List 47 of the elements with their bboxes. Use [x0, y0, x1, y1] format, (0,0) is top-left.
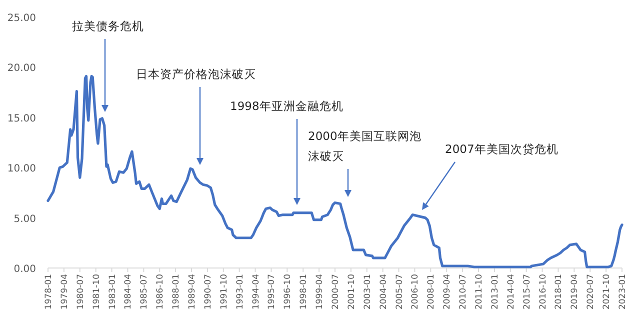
x-tick-label: 2013-01	[490, 274, 500, 310]
x-tick-label: 2018-01	[554, 274, 564, 310]
x-tick-label: 2009-04	[442, 274, 453, 310]
y-tick-label: 20.00	[7, 63, 36, 74]
x-tick-label: 1984-04	[124, 274, 134, 310]
annotation: 2007年美国次贷危机	[445, 142, 558, 156]
annotation: 2000年美国互联网泡沫破灭	[308, 129, 422, 197]
x-tick-label: 2011-10	[474, 274, 484, 310]
x-tick-label: 2003-01	[362, 274, 373, 310]
x-tick-label: 2001-10	[346, 274, 357, 310]
x-tick-label: 2006-10	[410, 274, 421, 310]
x-tick-label: 1986-10	[156, 274, 166, 310]
x-tick-label: 1995-07	[267, 274, 278, 310]
y-tick-label: 0.00	[14, 264, 36, 275]
x-tick-label: 1989-04	[188, 274, 198, 310]
x-tick-label: 2020-07	[586, 274, 596, 310]
x-tick-label: 1988-01	[172, 274, 182, 310]
x-tick-label: 1983-01	[108, 274, 118, 310]
x-tick-label: 2005-07	[394, 274, 405, 310]
x-tick-label: 1979-04	[60, 274, 70, 310]
x-tick-label: 1978-01	[44, 274, 54, 310]
x-tick-label: 2021-10	[602, 274, 612, 310]
x-tick-label: 1985-07	[140, 274, 150, 310]
x-tick-label: 1991-10	[219, 274, 230, 310]
x-tick-label: 2004-04	[378, 274, 389, 310]
x-tick-label: 1990-07	[203, 274, 214, 310]
x-tick-label: 2000-07	[331, 274, 341, 310]
x-tick-label: 1993-01	[235, 274, 246, 310]
x-tick-label: 2010-07	[458, 274, 469, 310]
annotation: 2007年美国次贷危机	[422, 142, 558, 210]
x-tick-label: 2023-01	[618, 274, 628, 310]
y-tick-label: 10.00	[7, 164, 36, 175]
x-tick-label: 1980-07	[76, 274, 86, 310]
x-tick-label: 1996-10	[283, 274, 294, 310]
x-tick-label: 1981-10	[92, 274, 102, 310]
x-tick-label: 2015-07	[522, 274, 532, 310]
annotation: 2000年美国互联网泡沫破灭	[308, 129, 422, 163]
x-tick-label: 1994-04	[251, 274, 262, 310]
x-tick-label: 2014-04	[506, 274, 516, 310]
x-tick-label: 2016-10	[538, 274, 548, 310]
y-tick-label: 25.00	[7, 13, 36, 24]
x-tick-label: 1999-04	[315, 274, 326, 310]
x-tick-label: 2008-01	[426, 274, 437, 310]
y-tick-label: 5.00	[14, 214, 36, 225]
x-tick-label: 2019-04	[570, 274, 580, 310]
y-tick-label: 15.00	[7, 113, 36, 124]
x-tick-label: 1998-01	[299, 274, 310, 310]
